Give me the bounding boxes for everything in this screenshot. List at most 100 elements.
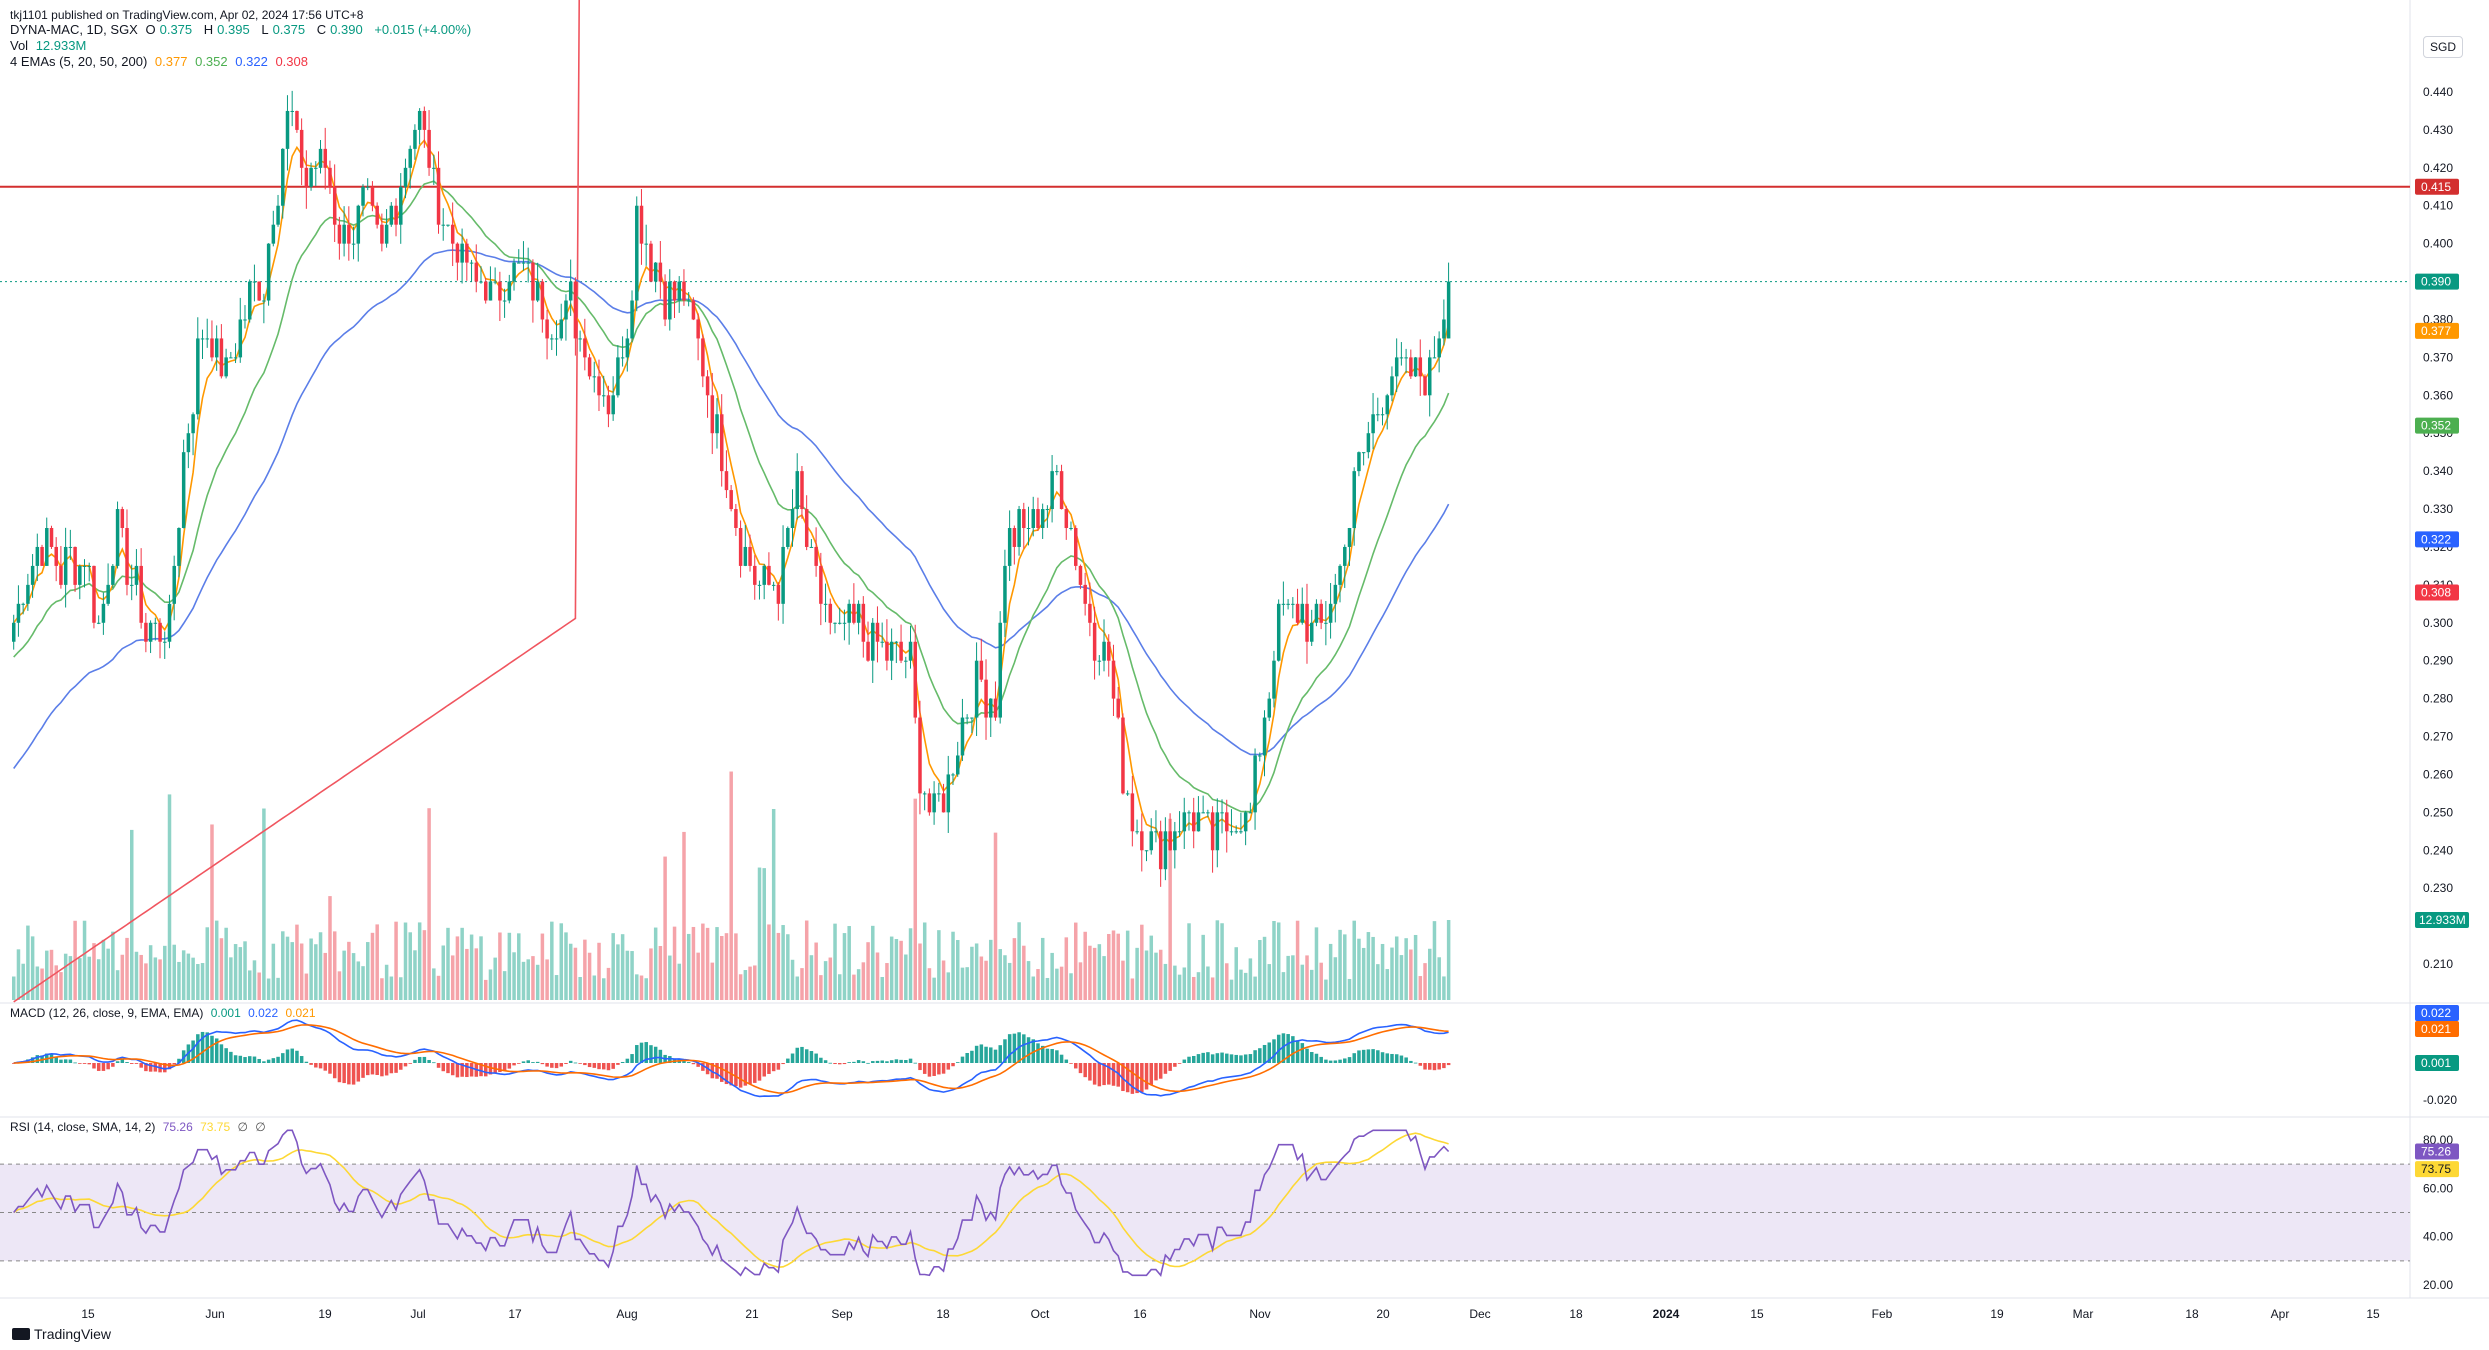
volume-bar	[493, 957, 497, 1000]
volume-bar	[1125, 930, 1130, 1000]
candle-body	[1319, 603, 1323, 623]
candle-body	[394, 205, 398, 225]
candle-body	[649, 243, 653, 282]
volume-bar	[101, 939, 106, 1000]
candle-body	[257, 281, 261, 301]
candle-body	[951, 774, 955, 776]
macd-hist-bar	[380, 1063, 384, 1077]
volume-bar	[314, 944, 318, 1000]
candle-body	[233, 357, 238, 359]
volume-bar	[767, 924, 771, 1000]
candle-body	[1177, 831, 1182, 833]
candle-body	[413, 129, 417, 149]
ema50-line	[13, 249, 1450, 769]
macd-hist-bar	[644, 1042, 648, 1063]
volume-bar	[989, 939, 993, 1000]
candle-body	[229, 357, 233, 359]
macd-hist-bar	[120, 1059, 125, 1063]
volume-bar	[1045, 977, 1050, 1000]
volume-bar	[214, 920, 219, 1000]
macd-histogram	[12, 1031, 1451, 1094]
volume-bar	[1220, 923, 1224, 1000]
volume-bar	[1437, 957, 1441, 1000]
macd-hist-bar	[1196, 1054, 1201, 1063]
macd-hist-bar	[1366, 1049, 1371, 1063]
candle-body	[908, 641, 913, 661]
volume-bar	[394, 921, 398, 1000]
candle-body	[922, 793, 927, 795]
candle-body	[68, 546, 73, 548]
volume-bar	[191, 957, 195, 1000]
volume-bar	[1225, 963, 1229, 1000]
volume-bar	[1069, 973, 1073, 1000]
volume-bar	[974, 943, 979, 1000]
volume-bar	[465, 948, 469, 1000]
volume-bar	[318, 932, 323, 1000]
candle-body	[1003, 565, 1007, 623]
macd-hist-bar	[460, 1063, 464, 1077]
volume-bar	[1432, 921, 1437, 1000]
macd-hist-bar	[134, 1063, 139, 1064]
candle-body	[1026, 528, 1031, 529]
macd-hist-bar	[78, 1063, 82, 1064]
macd-hist-bar	[526, 1060, 530, 1063]
macd-hist-bar	[498, 1063, 502, 1073]
candle-body	[328, 167, 332, 187]
volume-bar	[1121, 960, 1125, 1000]
volume-bar	[804, 920, 809, 1000]
candle-body	[1158, 831, 1163, 870]
volume-bar	[1423, 963, 1427, 1000]
volume-bar	[951, 931, 955, 1000]
volume-bar	[965, 967, 969, 1000]
volume-bar	[1055, 968, 1059, 1000]
price-tick-label: 0.410	[2423, 199, 2453, 213]
volume-legend[interactable]: Vol 12.933M	[10, 38, 90, 53]
time-tick-label: Oct	[1031, 1307, 1050, 1321]
candle-body	[1291, 603, 1295, 605]
volume-bar	[1300, 964, 1305, 1000]
candle-body	[814, 546, 818, 566]
candle-body	[899, 641, 903, 661]
macd-hist-bar	[922, 1063, 927, 1074]
volume-label-box	[2415, 912, 2469, 928]
volume-bar	[200, 963, 205, 1000]
rsi-tick-label: 60.00	[2423, 1181, 2453, 1195]
candle-body	[248, 281, 252, 320]
volume-bar	[1022, 945, 1026, 1000]
price-label: 0.322	[2415, 531, 2459, 548]
macd-hist-bar	[625, 1058, 630, 1063]
candle-body	[177, 528, 181, 566]
candle-body	[738, 528, 743, 566]
ema-legend[interactable]: 4 EMAs (5, 20, 50, 200) 0.377 0.352 0.32…	[10, 54, 312, 69]
candle-body	[724, 471, 729, 491]
time-tick-label: 19	[318, 1307, 332, 1321]
macd-hist-bar	[710, 1063, 715, 1079]
candle-body	[1012, 528, 1017, 547]
volume-bar	[262, 808, 266, 1000]
candle-body	[946, 774, 951, 813]
volume-bar	[172, 944, 176, 1000]
macd-hist-bar	[1111, 1063, 1116, 1086]
macd-legend[interactable]: MACD (12, 26, close, 9, EMA, EMA) 0.001 …	[10, 1006, 320, 1020]
price-tick-label: 0.210	[2423, 957, 2453, 971]
macd-hist-bar	[908, 1058, 913, 1063]
volume-bar	[181, 950, 186, 1000]
candle-body	[781, 546, 785, 604]
rsi-legend[interactable]: RSI (14, close, SMA, 14, 2) 75.26 73.75 …	[10, 1120, 270, 1134]
macd-label-box	[2415, 1005, 2459, 1021]
macd-value-label: 0.001	[2415, 1055, 2459, 1071]
rsi-label-text: 75.26	[2421, 1144, 2451, 1158]
currency-button[interactable]: SGD	[2423, 36, 2463, 58]
candle-body	[59, 565, 63, 585]
symbol-legend[interactable]: DYNA-MAC, 1D, SGX O 0.375 H 0.395 L 0.375 C…	[10, 22, 475, 37]
macd-hist-bar	[1300, 1043, 1305, 1063]
macd-hist-bar	[743, 1063, 748, 1086]
volume-bar	[946, 972, 951, 1000]
volume-bar	[1347, 978, 1352, 1000]
macd-hist-bar	[130, 1063, 134, 1064]
ohlc-close: C 0.390	[316, 22, 363, 37]
time-tick-label: 15	[1750, 1307, 1764, 1321]
macd-hist-bar	[1376, 1050, 1380, 1063]
volume-bar	[479, 936, 483, 1000]
